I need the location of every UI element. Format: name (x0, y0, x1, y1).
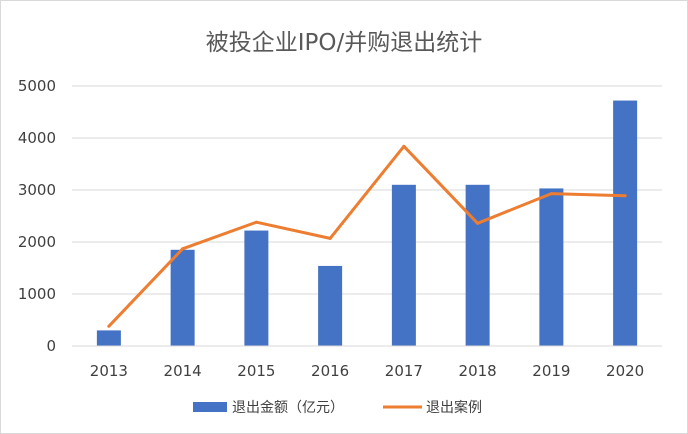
chart-title: 被投企业IPO/并购退出统计 (206, 30, 483, 56)
y-tick-label: 1000 (18, 285, 56, 303)
grid-lines (72, 85, 662, 295)
line-point (107, 324, 111, 328)
bar (539, 188, 564, 346)
y-tick-label: 5000 (18, 77, 56, 95)
x-axis: 2013 2014 2015 2016 2017 2018 2019 2020 (72, 345, 662, 380)
x-tick-label: 2020 (606, 362, 644, 380)
y-tick-label: 0 (46, 337, 56, 355)
series-line (107, 144, 627, 328)
x-tick-label: 2015 (237, 362, 275, 380)
line-point (476, 221, 480, 225)
x-tick-label: 2018 (459, 362, 497, 380)
line-point (254, 220, 258, 224)
legend-label-bar: 退出金额（亿元） (232, 400, 344, 416)
bar (391, 184, 416, 346)
y-axis: 0 1000 2000 3000 4000 5000 (18, 77, 56, 355)
line-point (328, 236, 332, 240)
x-tick-label: 2014 (164, 362, 202, 380)
bar (244, 230, 269, 346)
bar (96, 330, 121, 346)
x-tick-label: 2016 (311, 362, 349, 380)
bar (613, 100, 638, 346)
x-tick-label: 2019 (532, 362, 570, 380)
legend: 退出金额（亿元） 退出案例 (193, 399, 482, 416)
bar (318, 265, 343, 346)
y-tick-label: 3000 (18, 181, 56, 199)
x-tick-label: 2017 (385, 362, 423, 380)
line-point (402, 144, 406, 148)
line-series (107, 144, 627, 328)
legend-label-line: 退出案例 (426, 399, 482, 416)
y-tick-label: 4000 (18, 129, 56, 147)
line-point (549, 192, 553, 196)
line-point (623, 194, 627, 198)
bar (170, 249, 195, 346)
x-tick-label: 2013 (90, 362, 128, 380)
bar (465, 184, 490, 346)
legend-swatch-bar (193, 402, 227, 412)
y-tick-label: 2000 (18, 233, 56, 251)
line-point (181, 247, 185, 251)
bar-series (96, 100, 638, 346)
